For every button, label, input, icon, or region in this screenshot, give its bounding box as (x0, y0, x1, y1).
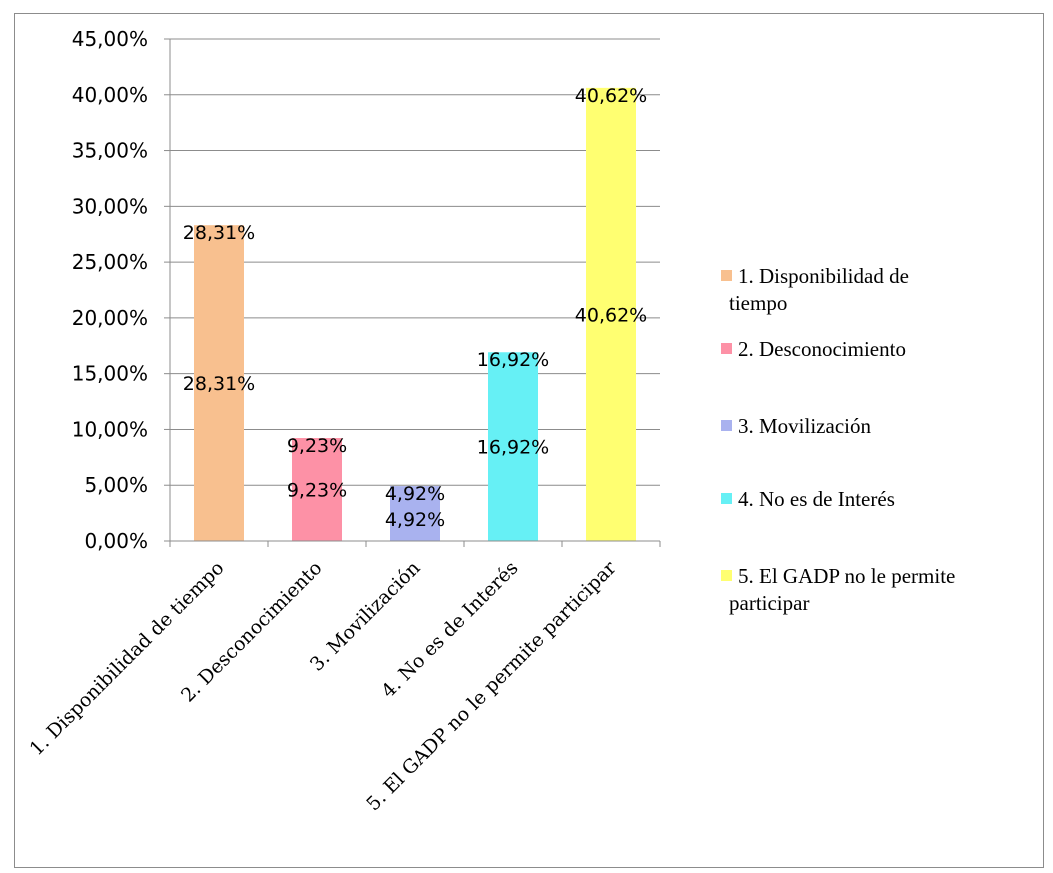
bar (390, 486, 440, 541)
y-tick-label: 30,00% (72, 194, 148, 218)
legend-label: 3. Movilización (738, 414, 871, 438)
y-tick-label: 0,00% (84, 529, 148, 553)
y-tick-label: 40,00% (72, 83, 148, 107)
data-label-center: 28,31% (183, 373, 255, 395)
bar (194, 225, 244, 541)
bar (488, 352, 538, 541)
y-tick-label: 45,00% (72, 27, 148, 51)
y-tick-label: 35,00% (72, 139, 148, 163)
data-label-center: 4,92% (385, 509, 445, 531)
data-label-top: 28,31% (183, 222, 255, 244)
legend-label: 4. No es de Interés (738, 487, 895, 511)
data-label-top: 4,92% (385, 483, 445, 505)
y-tick-label: 20,00% (72, 306, 148, 330)
legend-swatch (721, 270, 732, 281)
data-label-center: 40,62% (575, 304, 647, 326)
legend-label: 2. Desconocimiento (738, 337, 906, 361)
data-label-center: 16,92% (477, 437, 549, 459)
data-label-center: 9,23% (287, 480, 347, 502)
y-tick-label: 10,00% (72, 417, 148, 441)
data-label-top: 16,92% (477, 349, 549, 371)
y-tick-label: 5,00% (84, 473, 148, 497)
y-tick-label: 15,00% (72, 362, 148, 386)
legend-swatch (721, 493, 732, 504)
bar (292, 438, 342, 541)
bar (586, 87, 636, 542)
legend-swatch (721, 570, 732, 581)
y-tick-label: 25,00% (72, 250, 148, 274)
data-label-top: 40,62% (575, 85, 647, 107)
x-category-label: 1. Disponibilidad de tiempo (25, 557, 228, 760)
legend-swatch (721, 343, 732, 354)
legend-label: 5. El GADP no le permite participar (729, 564, 955, 615)
data-label-top: 9,23% (287, 435, 347, 457)
legend-label: 1. Disponibilidad de tiempo (729, 264, 909, 315)
legend-swatch (721, 420, 732, 431)
